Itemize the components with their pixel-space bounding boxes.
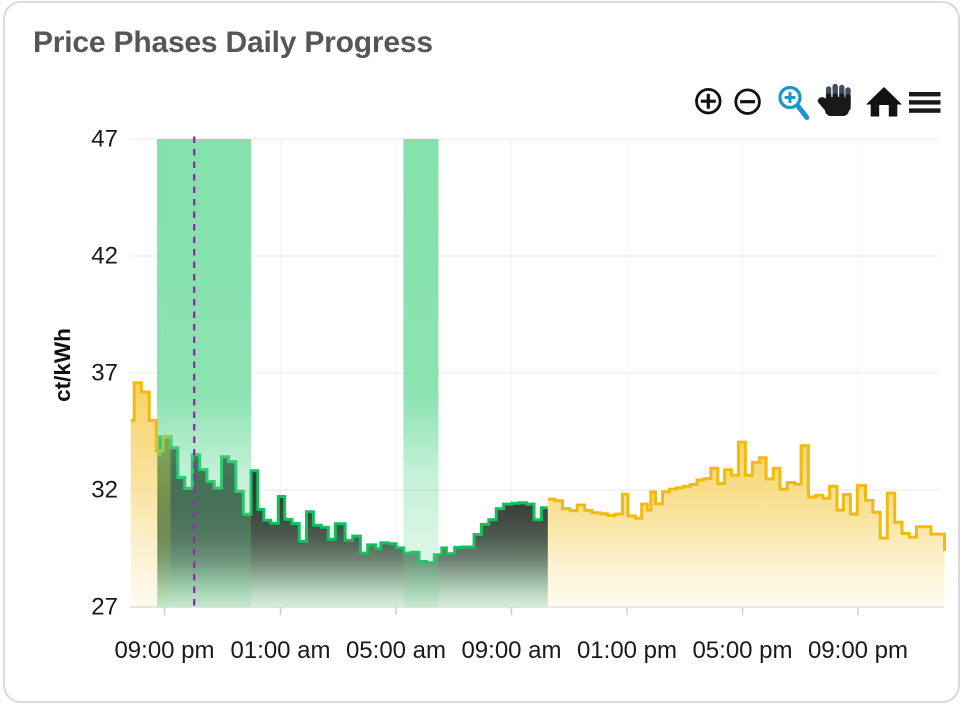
svg-text:01:00 am: 01:00 am (230, 637, 330, 664)
svg-text:47: 47 (91, 126, 118, 153)
svg-text:42: 42 (91, 243, 118, 270)
svg-text:27: 27 (91, 594, 118, 621)
svg-text:37: 37 (91, 360, 118, 387)
svg-text:09:00 am: 09:00 am (461, 637, 561, 664)
svg-text:05:00 am: 05:00 am (346, 637, 446, 664)
svg-text:01:00 pm: 01:00 pm (577, 637, 677, 664)
svg-text:ct/kWh: ct/kWh (50, 328, 75, 402)
svg-text:09:00 pm: 09:00 pm (114, 637, 214, 664)
svg-text:09:00 pm: 09:00 pm (808, 637, 908, 664)
svg-text:05:00 pm: 05:00 pm (692, 637, 792, 664)
svg-text:32: 32 (91, 477, 118, 504)
